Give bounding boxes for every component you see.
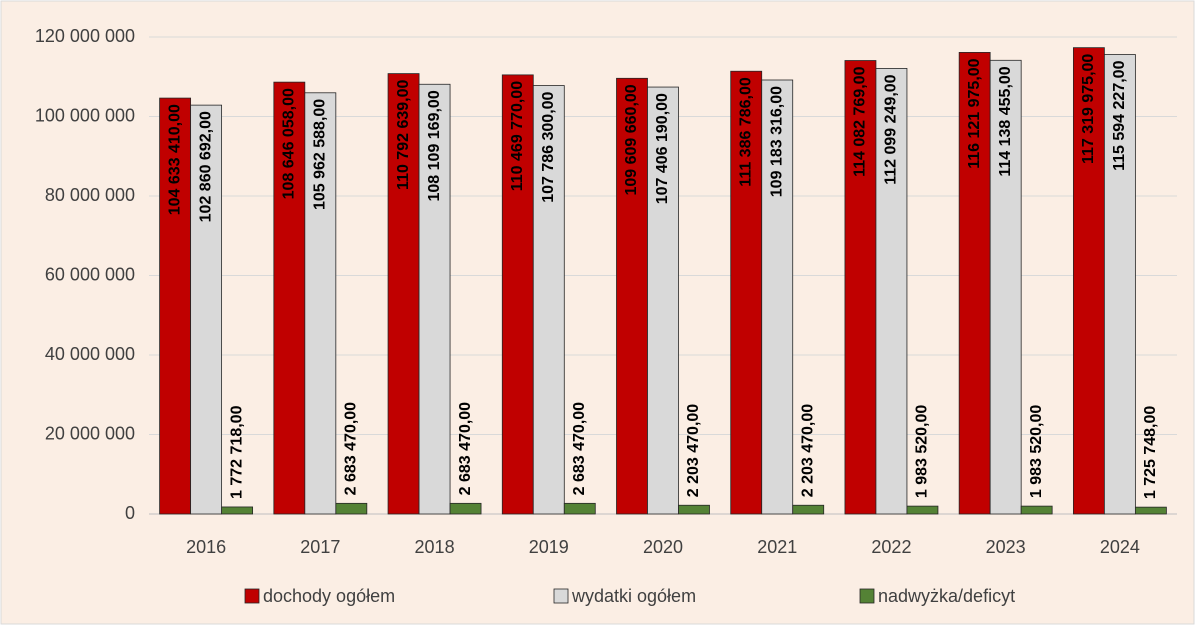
bar (958, 52, 991, 515)
value-label: 104 633 410,00 (166, 104, 183, 215)
bar (989, 59, 1022, 515)
bar (875, 68, 908, 515)
legend-label: nadwyżka/deficyt (878, 586, 1015, 606)
y-tick-label: 40 000 000 (45, 344, 135, 364)
value-label: 108 109 169,00 (426, 90, 443, 201)
y-tick-label: 80 000 000 (45, 185, 135, 205)
bar (563, 502, 596, 515)
value-label: 1 983 520,00 (914, 405, 931, 499)
bar (1134, 506, 1167, 515)
bar (761, 79, 794, 515)
value-label: 2 203 470,00 (799, 404, 816, 498)
value-label: 109 609 660,00 (623, 84, 640, 195)
y-tick-label: 120 000 000 (35, 26, 135, 46)
value-label: 116 121 975,00 (966, 58, 983, 168)
x-tick-label: 2019 (529, 537, 569, 557)
value-label: 114 138 455,00 (997, 66, 1014, 176)
bar (532, 85, 565, 515)
value-label: 115 594 227,00 (1111, 60, 1128, 170)
value-label: 2 683 470,00 (343, 402, 360, 496)
value-label: 107 406 190,00 (654, 93, 671, 204)
value-label: 102 860 692,00 (197, 111, 214, 222)
value-label: 110 469 770,00 (509, 81, 526, 191)
bar (792, 504, 825, 515)
bar (730, 70, 763, 515)
x-tick-label: 2016 (186, 537, 226, 557)
bar (1103, 54, 1136, 515)
legend-label: wydatki ogółem (571, 586, 696, 606)
value-label: 110 792 639,00 (395, 80, 412, 190)
x-tick-label: 2020 (643, 537, 683, 557)
bar (335, 502, 368, 515)
bar (678, 504, 710, 515)
bar (449, 502, 482, 515)
x-tick-label: 2024 (1100, 537, 1140, 557)
x-tick-label: 2017 (300, 537, 340, 557)
value-label: 114 082 769,00 (852, 66, 869, 176)
value-label: 1 725 748,00 (1142, 406, 1159, 500)
bar (501, 74, 534, 515)
x-tick-label: 2023 (986, 537, 1026, 557)
y-tick-label: 100 000 000 (35, 105, 135, 125)
y-tick-label: 0 (125, 503, 135, 523)
value-label: 117 319 975,00 (1080, 54, 1097, 164)
bar (844, 60, 877, 515)
y-tick-label: 60 000 000 (45, 264, 135, 284)
bar (647, 86, 679, 515)
bar (1020, 505, 1053, 515)
bar (418, 83, 451, 515)
value-label: 2 683 470,00 (457, 402, 474, 496)
value-label: 2 203 470,00 (685, 404, 702, 498)
legend-label: dochody ogółem (263, 586, 395, 606)
value-label: 107 786 300,00 (540, 91, 557, 202)
legend-swatch (859, 588, 875, 604)
bar (304, 92, 337, 515)
bar (159, 97, 192, 515)
value-label: 1 983 520,00 (1028, 405, 1045, 499)
value-label: 109 183 316,00 (768, 86, 785, 197)
legend-swatch (553, 588, 569, 604)
value-label: 1 772 718,00 (228, 405, 245, 499)
bar (387, 73, 420, 515)
value-label: 112 099 249,00 (883, 74, 900, 184)
value-label: 111 386 786,00 (737, 77, 754, 187)
bar (190, 104, 223, 515)
x-tick-label: 2022 (871, 537, 911, 557)
bar (221, 506, 254, 515)
x-tick-label: 2018 (415, 537, 455, 557)
value-label: 2 683 470,00 (571, 402, 588, 496)
legend-swatch (244, 588, 260, 604)
value-label: 108 646 058,00 (281, 88, 298, 199)
x-tick-label: 2021 (757, 537, 797, 557)
bar (1072, 47, 1105, 515)
value-label: 105 962 588,00 (312, 99, 329, 210)
bar (906, 505, 939, 515)
y-tick-label: 20 000 000 (45, 423, 135, 443)
